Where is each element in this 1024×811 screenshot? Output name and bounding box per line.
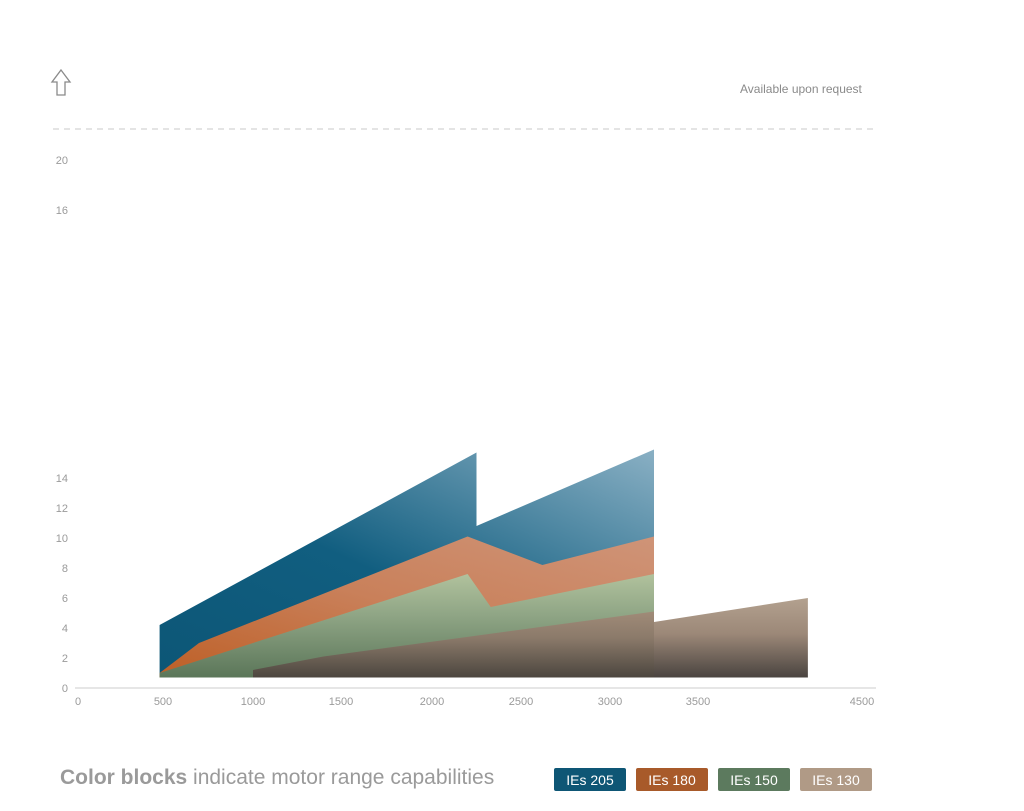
y-tick-label: 16 [56, 205, 68, 217]
legend-chip-ies130: IEs 130 [800, 768, 872, 791]
legend-chip-ies205: IEs 205 [554, 768, 626, 791]
y-tick-label: 10 [56, 533, 68, 545]
legend-caption-text: indicate motor range capabilities [187, 766, 495, 789]
legend-chip-ies180: IEs 180 [636, 768, 708, 791]
x-tick-label: 4500 [850, 696, 874, 708]
legend-caption: Color blocks indicate motor range capabi… [60, 766, 494, 790]
y-tick-label: 4 [62, 623, 68, 635]
y-tick-label: 2 [62, 653, 68, 665]
x-tick-label: 2000 [420, 696, 444, 708]
area-ies-130-extension [654, 598, 808, 678]
x-tick-label: 0 [75, 696, 81, 708]
area-ies-130 [253, 611, 654, 678]
x-tick-label: 2500 [509, 696, 533, 708]
legend-chip-ies150: IEs 150 [718, 768, 790, 791]
y-tick-label: 14 [56, 473, 68, 485]
x-tick-label: 1500 [329, 696, 353, 708]
legend: IEs 205 IEs 180 IEs 150 IEs 130 [554, 768, 872, 791]
y-tick-label: 8 [62, 563, 68, 575]
availability-note: Available upon request [740, 82, 862, 96]
up-arrow-icon [50, 68, 72, 96]
y-tick-label: 12 [56, 503, 68, 515]
x-tick-label: 3500 [686, 696, 710, 708]
y-tick-label: 20 [56, 155, 68, 167]
y-tick-label: 0 [62, 683, 68, 695]
y-tick-label: 6 [62, 593, 68, 605]
legend-caption-bold: Color blocks [60, 766, 188, 789]
x-tick-label: 3000 [598, 696, 622, 708]
x-tick-label: 500 [154, 696, 172, 708]
x-tick-label: 1000 [241, 696, 265, 708]
